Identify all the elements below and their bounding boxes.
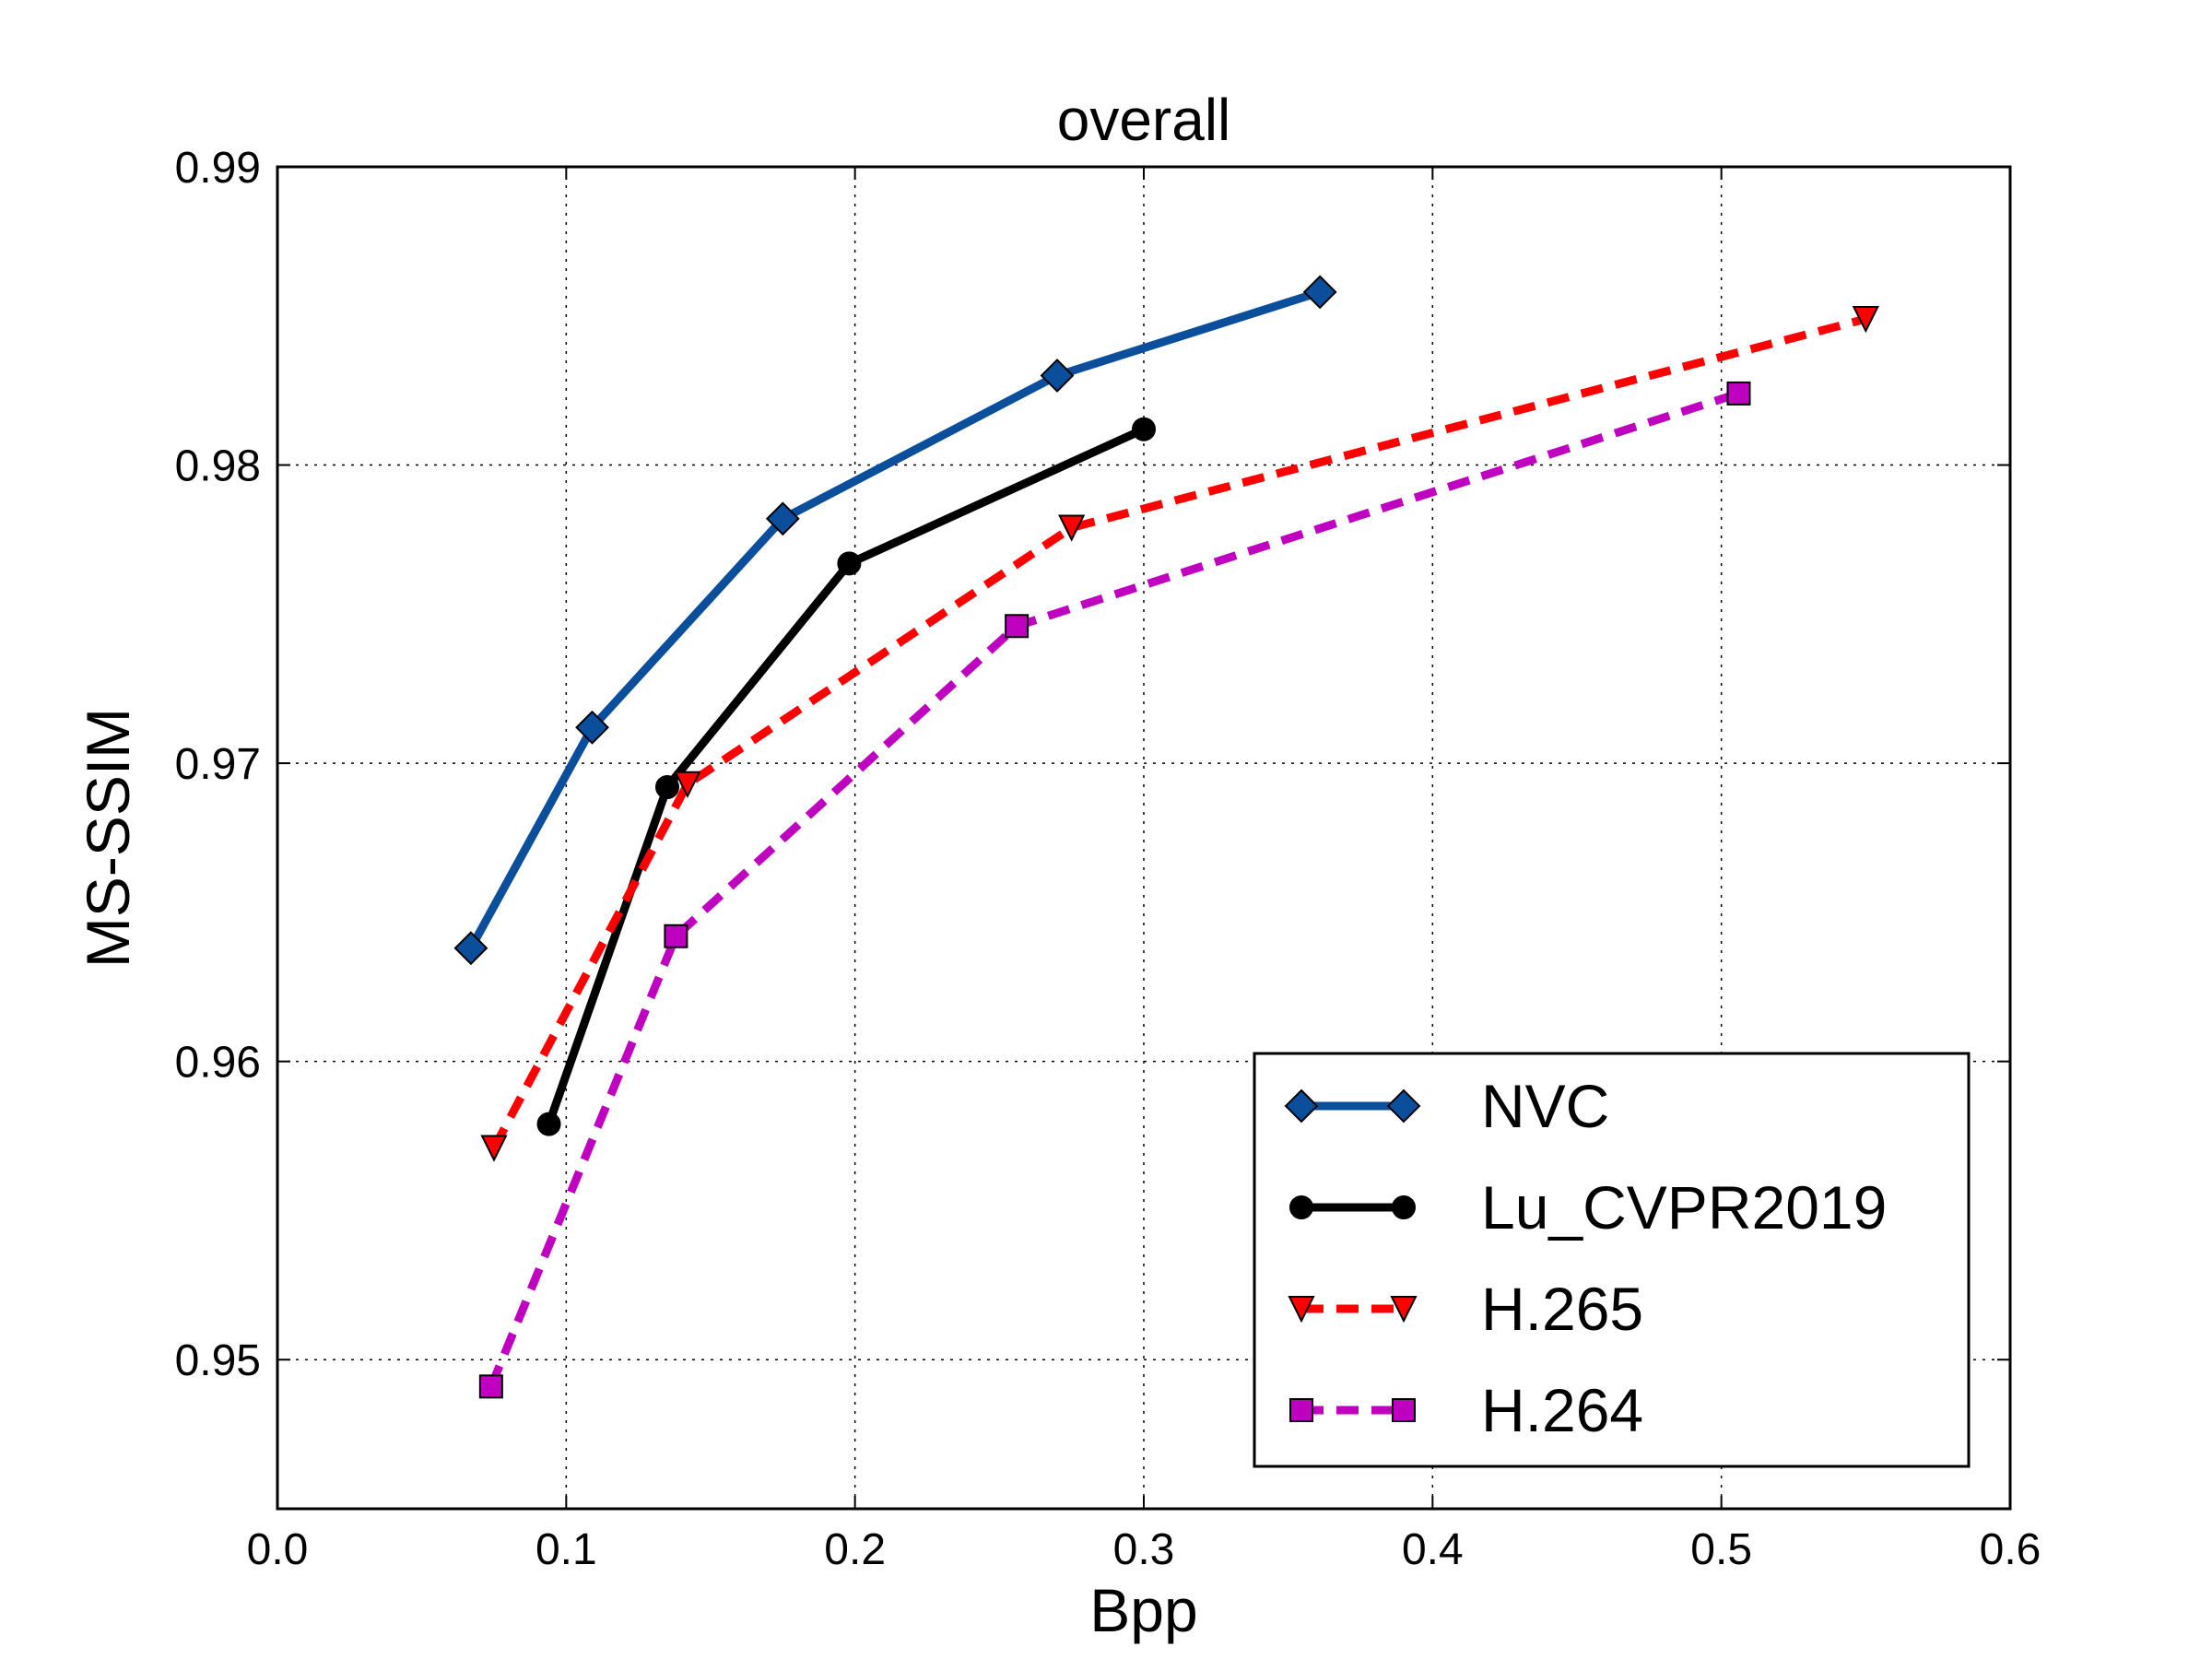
grid (277, 167, 2010, 1509)
legend-marker-h-264 (1392, 1398, 1416, 1422)
data-point-nvc (453, 931, 488, 966)
legend-marker-lu-cvpr2019 (1392, 1195, 1416, 1219)
legend-label-h-264: H.264 (1481, 1376, 1643, 1444)
y-axis-label: MS-SSIM (74, 708, 142, 968)
data-point-h-265 (1058, 514, 1086, 542)
legend-item-lu-cvpr2019: Lu_CVPR2019 (1289, 1173, 1887, 1241)
series-line-h-265 (490, 314, 1867, 1150)
data-point-nvc (575, 710, 609, 745)
series-h-265 (480, 306, 1879, 1162)
y-tick-label: 0.97 (175, 740, 261, 789)
series-line-h-264 (487, 389, 1740, 1389)
series-h-264 (478, 381, 1751, 1399)
x-tick-label: 0.0 (247, 1525, 309, 1574)
legend-label-nvc: NVC (1481, 1072, 1609, 1140)
data-point-h-264 (1726, 381, 1751, 406)
series-lu-cvpr2019 (536, 417, 1156, 1136)
legend-marker-h-265 (1390, 1296, 1418, 1324)
chart-title: overall (1057, 87, 1231, 153)
legend-label-lu-cvpr2019: Lu_CVPR2019 (1481, 1173, 1887, 1241)
data-point-lu-cvpr2019 (536, 1112, 561, 1136)
series-nvc (453, 275, 1337, 966)
x-tick-label: 0.4 (1402, 1525, 1464, 1574)
data-point-h-264 (664, 924, 688, 948)
x-tick-label: 0.2 (824, 1525, 886, 1574)
data-point-h-265 (480, 1135, 508, 1162)
data-point-h-265 (674, 771, 701, 798)
data-point-lu-cvpr2019 (655, 774, 679, 799)
data-point-h-265 (1852, 306, 1879, 334)
x-axis-label: Bpp (1089, 1576, 1197, 1644)
data-point-h-264 (478, 1374, 503, 1399)
series-line-lu-cvpr2019 (545, 425, 1146, 1126)
data-point-h-264 (1005, 614, 1030, 639)
legend-label-h-265: H.265 (1481, 1275, 1643, 1343)
data-point-nvc (1302, 275, 1337, 310)
y-tick-label: 0.99 (175, 144, 261, 193)
x-tick-label: 0.5 (1690, 1525, 1752, 1574)
y-tick-label: 0.95 (175, 1336, 261, 1385)
legend-item-nvc: NVC (1284, 1072, 1609, 1140)
x-tick-label: 0.1 (535, 1525, 597, 1574)
x-tick-label: 0.6 (1980, 1525, 2041, 1574)
legend-marker-h-264 (1289, 1398, 1313, 1422)
legend-marker-h-265 (1288, 1296, 1315, 1324)
y-tick-label: 0.98 (175, 442, 261, 491)
legend: NVC Lu_CVPR2019 H.265 H.264 (1253, 1052, 1971, 1468)
legend-marker-lu-cvpr2019 (1289, 1195, 1313, 1219)
data-point-lu-cvpr2019 (1132, 417, 1156, 441)
legend-marker-nvc (1386, 1088, 1421, 1124)
y-tick-label: 0.96 (175, 1039, 261, 1088)
legend-item-h-264: H.264 (1289, 1376, 1643, 1444)
axis-ticks: 0.0 0.1 0.2 0.3 0.4 0.5 0.6 0.95 0.96 0.97 0.98 0.9… (175, 144, 2041, 1574)
data-point-nvc (765, 501, 800, 536)
series-layer (453, 275, 1879, 1399)
data-point-nvc (1040, 359, 1075, 393)
legend-frame (1253, 1052, 1971, 1468)
x-tick-label: 0.3 (1113, 1525, 1175, 1574)
data-point-lu-cvpr2019 (837, 551, 862, 576)
legend-marker-nvc (1284, 1088, 1319, 1124)
legend-item-h-265: H.265 (1288, 1275, 1643, 1343)
